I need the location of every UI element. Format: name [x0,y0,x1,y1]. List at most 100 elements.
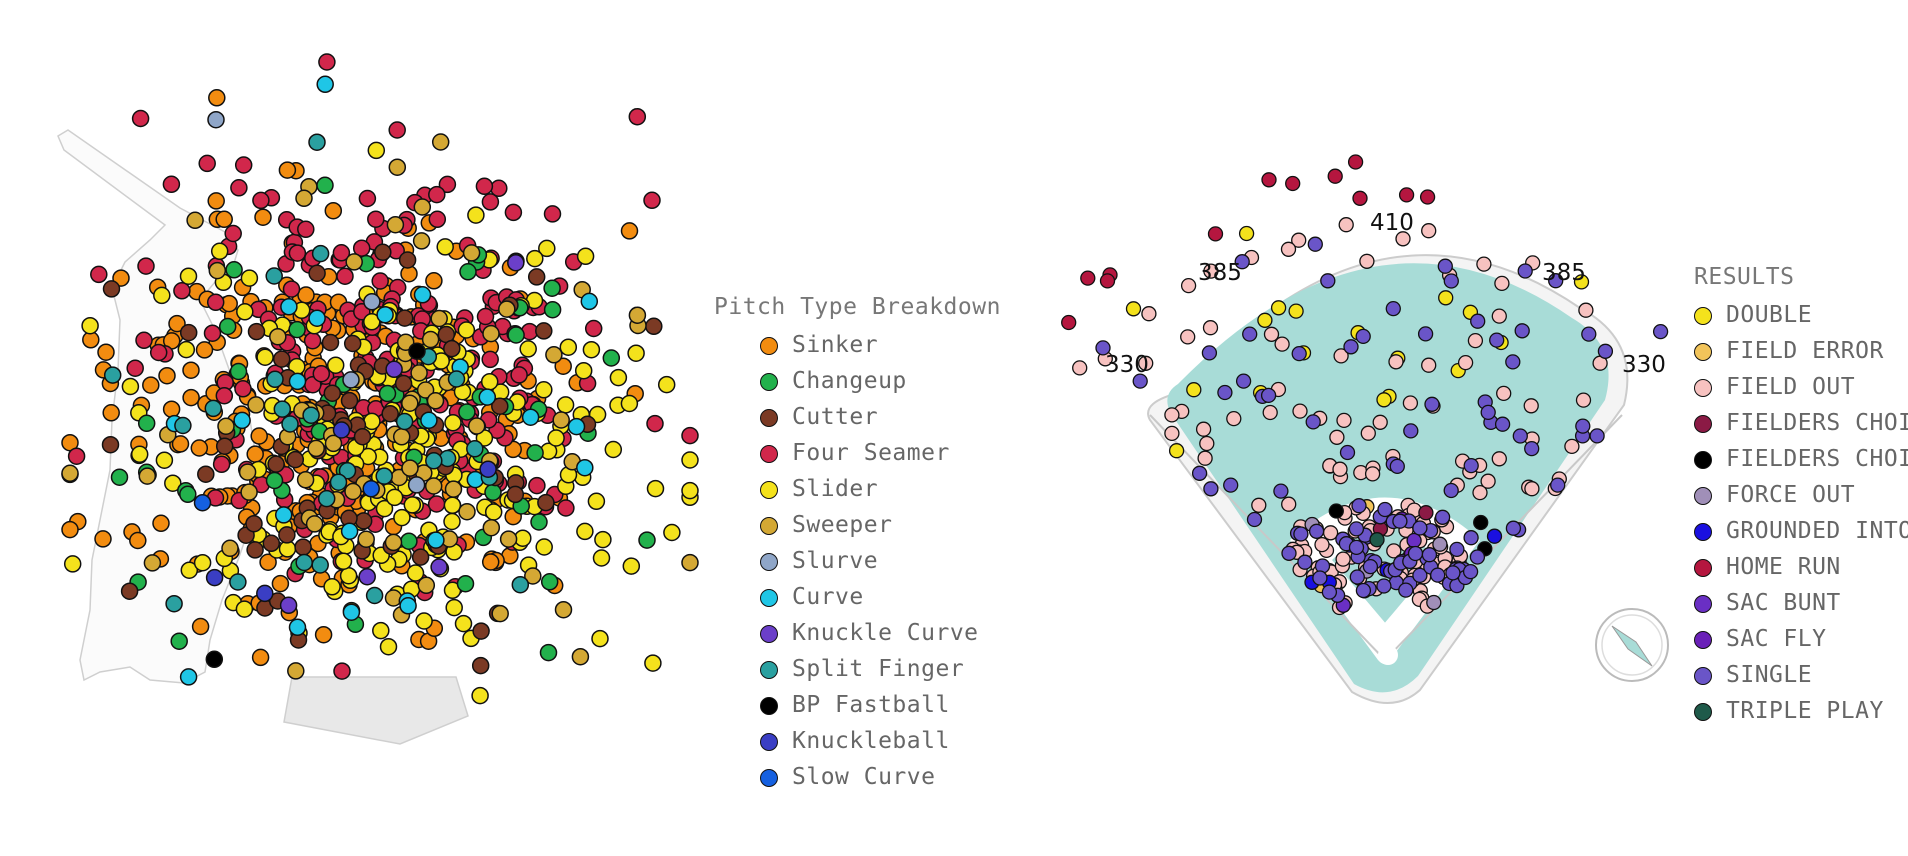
pitch-point-split-finger [329,473,348,491]
result-point-home-run [1099,273,1116,289]
result-point-single [1273,483,1289,499]
pitch-point-four-seamer [371,272,389,290]
pitch-point-slider [591,629,609,648]
result-legend-swatch [1694,378,1712,397]
result-point-single [1412,567,1428,584]
pitch-point-sinker [191,617,210,636]
pitch-point-cutter [645,317,663,336]
result-point-home-run [1061,314,1077,331]
result-point-field-out [1197,450,1213,466]
home-plate [283,676,469,745]
pitch-point-sweeper [524,567,542,585]
pitch-point-cutter [443,339,461,358]
result-point-single [1550,477,1566,493]
result-point-single [1437,258,1453,274]
pitch-point-cutter [411,548,430,566]
pitch-point-slider [63,555,82,573]
result-legend-swatch [1694,666,1712,685]
pitch-point-slider [177,340,196,359]
result-point-sac-bunt [1406,532,1422,549]
result-point-field-out [1360,425,1376,441]
pitch-legend-title: Pitch Type Breakdown [714,294,1001,320]
result-point-force-out [1426,594,1442,611]
result-point-single [1389,458,1405,475]
result-point-single [1443,273,1459,289]
pitch-point-sinker [97,343,115,361]
pitch-point-sweeper [424,477,443,495]
pitch-point-slider [646,479,665,498]
pitch-point-sinker [215,210,233,229]
pitch-point-split-finger [466,440,484,458]
result-legend-item-single: SINGLE [1694,657,1908,693]
result-point-single [1494,416,1511,432]
result-point-single [1421,547,1438,563]
pitch-point-four-seamer [510,366,528,384]
result-point-fielders-choice [1418,505,1434,521]
pitch-legend-swatch [760,732,778,751]
result-point-single [1407,545,1424,562]
pitch-point-four-seamer [90,265,108,284]
pitch-point-cutter [278,526,296,544]
result-point-field-out [1338,217,1354,233]
pitch-point-changeup [530,513,548,531]
pitch-point-sweeper [384,533,403,552]
result-point-single [1281,545,1297,561]
pitch-legend-swatch [760,588,778,607]
pitch-point-sweeper [238,463,257,481]
pitch-point-slider [471,686,489,705]
result-point-single [1412,520,1428,536]
pitch-point-slider [235,600,254,618]
pitch-point-sweeper [217,417,235,435]
pitch-point-sinker [278,161,297,179]
result-point-force-out [1432,536,1448,552]
pitch-point-slider [436,238,454,256]
pitch-point-split-finger [425,452,443,470]
pitch-point-slider [130,445,149,464]
pitch-point-four-seamer [428,210,447,229]
pitch-point-cutter [343,334,362,353]
pitch-point-slider [681,481,699,500]
pitch-point-four-seamer [312,364,331,383]
home-plate-circle [1378,645,1398,665]
pitch-point-slurve [207,110,225,129]
pitch-point-slider [379,637,398,656]
pitch-legend-swatch [760,552,778,571]
pitch-point-sweeper [482,324,500,343]
pitch-point-sweeper [499,530,518,548]
result-point-single [1403,423,1419,439]
pitch-point-slider [526,249,544,268]
pitch-point-split-finger [395,412,414,431]
pitch-point-sweeper [552,411,570,429]
pitch-point-slider [415,612,433,630]
pitch-point-cutter [197,465,215,483]
result-point-single [1291,345,1307,362]
pitch-point-sweeper [421,330,440,349]
pitch-point-four-seamer [288,244,307,262]
pitch-point-cutter [245,514,263,533]
pitch-type-legend: Pitch Type Breakdown Sinker Changeup Cutte… [714,287,1001,795]
pitch-point-changeup [543,279,561,297]
result-legend-item-double: DOUBLE [1694,297,1908,333]
pitch-point-changeup [170,632,188,650]
pitch-point-four-seamer [149,343,168,362]
pitch-point-knuckleball [256,584,274,603]
result-legend-item-grounded-into-double-play: GROUNDED INTO DOUBLE PLAY [1694,513,1908,549]
pitch-point-slider [179,267,198,285]
result-point-single [1293,526,1309,542]
pitch-point-changeup [218,317,237,336]
pitch-point-split-finger [308,133,326,151]
result-point-field-out [1491,308,1507,324]
result-point-single [1095,340,1111,356]
pitch-point-four-seamer [303,331,322,350]
result-point-field-out [1523,398,1539,414]
pitch-point-sweeper [628,306,647,324]
pitch-point-curve [308,309,326,327]
pitch-point-sinker [554,357,572,375]
pitch-point-four-seamer [643,191,661,210]
pitch-point-cutter [471,656,490,675]
pitch-point-sweeper [392,428,411,446]
pitch-point-split-finger [511,575,530,594]
pitch-point-slider [385,488,404,507]
pitch-point-four-seamer [126,359,144,377]
pitch-point-sinker [61,520,79,539]
